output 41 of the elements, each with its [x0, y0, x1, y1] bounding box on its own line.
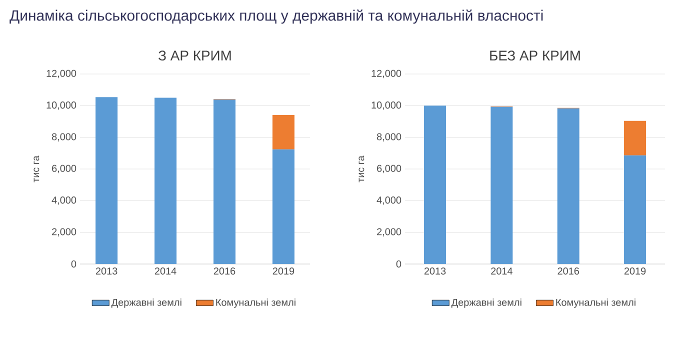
- bar: [154, 98, 177, 264]
- bar: [96, 97, 118, 264]
- y-tick-label: 0: [396, 260, 402, 268]
- text: Динаміка сільськогосподарських площ у державній та комунальній власності: [10, 10, 543, 24]
- x-tick-label: 2014: [154, 268, 176, 275]
- y-tick-label: 4,000: [52, 196, 76, 205]
- legend-label: Комунальні землі: [556, 298, 636, 308]
- y-tick-label: 10,000: [46, 102, 76, 110]
- x-tick-label: 2019: [624, 268, 646, 275]
- legend-label: Державні землі: [451, 298, 522, 308]
- bar: [272, 115, 294, 150]
- chart-title: З АР КРИМ: [158, 50, 231, 61]
- x-tick-label: 2013: [96, 268, 118, 275]
- y-tick-label: 6,000: [52, 164, 76, 174]
- y-tick-label: 12,000: [46, 70, 76, 78]
- y-tick-label: 8,000: [52, 133, 76, 142]
- y-tick-label: 6,000: [377, 164, 402, 174]
- bar: [624, 120, 646, 156]
- x-tick-label: 2013: [424, 268, 446, 275]
- legend-label: Комунальні землі: [216, 298, 296, 308]
- x-tick-label: 2019: [272, 268, 294, 275]
- y-tick-label: 2,000: [52, 228, 76, 236]
- x-tick-label: 2016: [214, 268, 236, 275]
- y-tick-label: 4,000: [376, 196, 402, 205]
- bar: [490, 106, 513, 264]
- bar: [624, 155, 646, 264]
- bar: [424, 106, 446, 264]
- bar: [272, 149, 294, 264]
- y-tick-label: 8,000: [376, 133, 402, 142]
- chart-title: БЕЗ АР КРИМ: [490, 50, 580, 61]
- y-tick-label: 2,000: [377, 228, 402, 236]
- legend-label: Державні землі: [111, 298, 182, 308]
- y-axis-title: тис га: [358, 156, 364, 182]
- y-tick-label: 12,000: [372, 70, 402, 78]
- x-tick-label: 2014: [491, 268, 512, 275]
- y-tick-label: 0: [71, 260, 76, 268]
- bar: [213, 99, 236, 264]
- bar: [557, 108, 580, 264]
- y-tick-label: 10,000: [372, 102, 402, 110]
- x-tick-label: 2016: [558, 268, 579, 275]
- y-axis-title: тис га: [34, 156, 40, 182]
